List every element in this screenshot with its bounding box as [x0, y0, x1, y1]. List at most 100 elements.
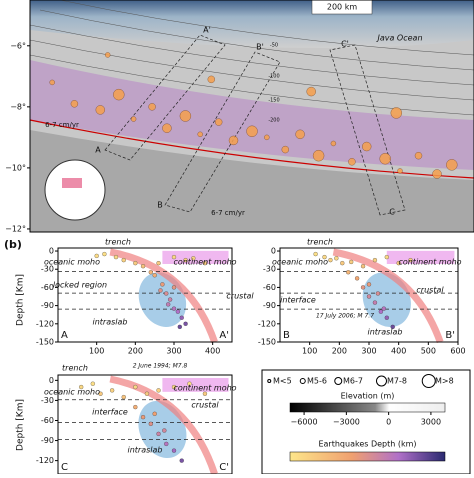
- earthquake: [95, 105, 106, 115]
- x-tick-label: 200: [128, 347, 143, 356]
- annotation: oceanic moho: [44, 258, 100, 267]
- legend-entry: M5-6: [307, 377, 327, 386]
- y-tick-label: −8°: [10, 102, 26, 111]
- earthquake: [228, 135, 239, 146]
- earthquake: [133, 384, 138, 390]
- slab: [332, 248, 444, 344]
- earthquake: [179, 315, 184, 320]
- annotation: interface: [280, 296, 316, 305]
- legend-entry: M>8: [435, 377, 454, 386]
- annotation: B: [157, 201, 163, 210]
- earthquake: [171, 448, 177, 453]
- earthquake: [381, 306, 386, 311]
- elevation-bar: [289, 402, 446, 413]
- earthquake: [133, 261, 138, 266]
- y-tick-label: 0: [49, 247, 54, 256]
- earthquake: [202, 261, 208, 266]
- annotation: -200: [268, 118, 279, 124]
- inset-region: [62, 178, 82, 188]
- earthquake: [183, 257, 188, 263]
- earthquake: [167, 297, 173, 302]
- x-tick-label: 100: [89, 347, 104, 356]
- earthquake: [160, 282, 165, 287]
- earthquake: [354, 276, 360, 281]
- slab-band: [30, 60, 474, 170]
- earthquake: [152, 411, 157, 416]
- earthquake: [162, 428, 167, 433]
- x-tick-label: 200: [332, 347, 347, 356]
- earthquake: [144, 391, 150, 396]
- y-tick-label: 0: [49, 376, 54, 385]
- y-tick-label: -150: [258, 338, 276, 347]
- continent-zone: [162, 250, 229, 264]
- earthquake: [313, 251, 318, 257]
- x-tick-label: 0: [386, 418, 391, 427]
- earthquake: [179, 458, 184, 463]
- earthquake: [366, 282, 372, 287]
- annotation: Java Ocean: [375, 34, 422, 43]
- earthquake: [90, 381, 95, 386]
- earthquake: [171, 285, 177, 290]
- y-axis-title: Depth [Km]: [16, 274, 26, 326]
- x-tick-label: 600: [450, 347, 465, 356]
- annotation: intraslab: [128, 446, 163, 455]
- y-tick-label: -120: [36, 456, 54, 465]
- intraslab-zone: [362, 272, 411, 328]
- x-tick-label: −3000: [333, 418, 360, 427]
- earthquake: [164, 441, 169, 447]
- annotation: -150: [268, 98, 279, 104]
- continent-zone: [162, 377, 229, 392]
- inset-globe: [44, 159, 106, 221]
- earthquake: [148, 103, 156, 111]
- y-tick-label: −6°: [10, 41, 26, 50]
- earthquake: [360, 264, 366, 269]
- earthquake: [384, 315, 389, 320]
- earthquake: [148, 270, 153, 275]
- earthquake: [140, 414, 146, 420]
- panel-label: (b): [4, 238, 22, 251]
- y-tick-label: -150: [36, 338, 54, 347]
- y-tick-label: −12°: [5, 224, 26, 233]
- earthquake: [156, 261, 161, 266]
- annotation: crustal: [416, 286, 444, 295]
- annotation: trench: [307, 238, 333, 247]
- y-tick-label: -30: [263, 265, 276, 274]
- legend-entry: M7-8: [387, 377, 407, 386]
- earthquake: [340, 261, 345, 266]
- earthquake: [104, 52, 111, 58]
- x-tick-label: 300: [166, 347, 181, 356]
- map-frame: [29, 0, 474, 233]
- earthquake: [121, 394, 126, 400]
- earthquake: [140, 264, 146, 269]
- earthquake: [70, 100, 79, 108]
- earthquake: [346, 270, 351, 275]
- x-tick-label: 300: [361, 347, 376, 356]
- section-start: B: [283, 330, 290, 341]
- x-tick-label: 400: [205, 347, 220, 356]
- continent-zone: [386, 250, 455, 264]
- annotation: continent moho: [173, 384, 236, 393]
- y-tick-label: −10°: [5, 163, 26, 172]
- earthquake: [177, 324, 182, 329]
- earthquake: [264, 134, 270, 141]
- earthquake: [191, 256, 196, 261]
- earthquake: [171, 254, 177, 260]
- intraslab-zone: [138, 400, 187, 459]
- section-start: C: [61, 462, 68, 473]
- x-tick-label: 100: [302, 347, 317, 356]
- annotation: 200 km: [327, 3, 357, 12]
- earthquake: [375, 291, 381, 296]
- earthquake: [121, 257, 126, 263]
- depth-bar: [289, 451, 446, 462]
- earthquake: [171, 384, 177, 390]
- y-tick-label: 0: [271, 247, 276, 256]
- earthquake: [148, 421, 153, 426]
- annotation: intraslab: [368, 328, 403, 337]
- earthquake: [207, 75, 216, 84]
- annotation: 6-7 cm/yr: [45, 121, 79, 129]
- section-boxes: [104, 34, 406, 216]
- earthquake: [328, 257, 333, 263]
- earthquake: [152, 273, 157, 278]
- legend-entry: M6-7: [343, 377, 363, 386]
- earthquake: [334, 256, 339, 261]
